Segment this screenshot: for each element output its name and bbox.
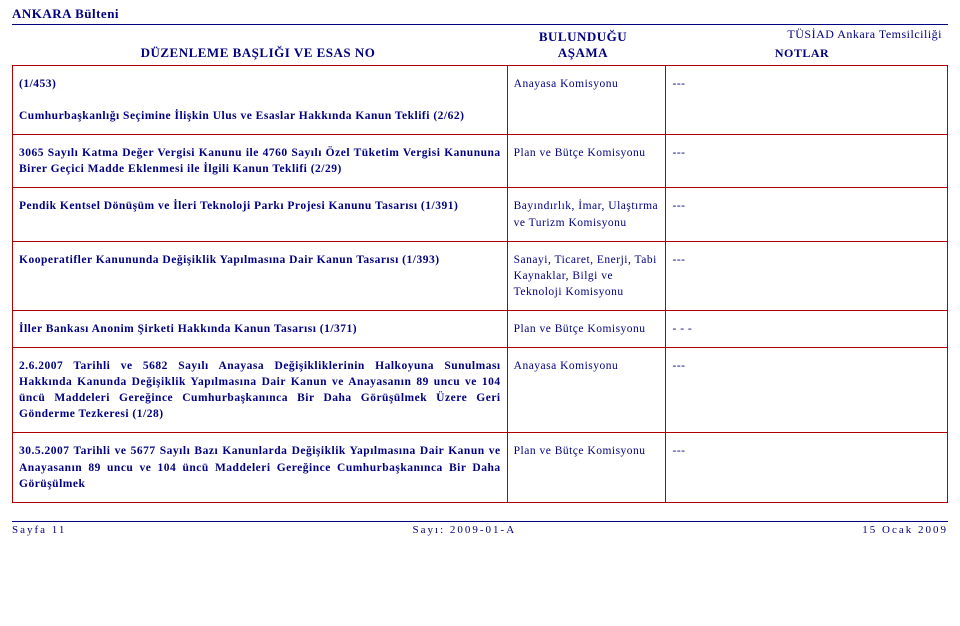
header-col2-line2: AŞAMA bbox=[558, 45, 608, 60]
column-header-row: DÜZENLEME BAŞLIĞI VE ESAS NO BULUNDUĞU A… bbox=[12, 27, 948, 61]
regulation-title: 30.5.2007 Tarihli ve 5677 Sayılı Bazı Ka… bbox=[13, 433, 508, 502]
notes-cell: --- bbox=[666, 188, 948, 241]
header-right-org: TÜSİAD Ankara Temsilciliği bbox=[662, 27, 942, 42]
regulation-title: 3065 Sayılı Katma Değer Vergisi Kanunu i… bbox=[13, 135, 508, 188]
bulletin-title: ANKARA Bülteni bbox=[12, 6, 948, 25]
header-notes-title: NOTLAR bbox=[662, 46, 942, 61]
page-footer: Sayfa 11 Sayı: 2009-01-A 15 Ocak 2009 bbox=[12, 521, 948, 536]
stage-cell: Anayasa Komisyonu bbox=[507, 66, 666, 135]
stage-cell: Plan ve Bütçe Komisyonu bbox=[507, 135, 666, 188]
regulation-title: Pendik Kentsel Dönüşüm ve İleri Teknoloj… bbox=[13, 188, 508, 241]
notes-cell: --- bbox=[666, 348, 948, 433]
notes-cell: --- bbox=[666, 66, 948, 135]
stage-cell: Plan ve Bütçe Komisyonu bbox=[507, 433, 666, 502]
stage-cell: Bayındırlık, İmar, Ulaştırma ve Turizm K… bbox=[507, 188, 666, 241]
stage-cell: Plan ve Bütçe Komisyonu bbox=[507, 310, 666, 347]
footer-date: 15 Ocak 2009 bbox=[862, 524, 948, 536]
regulations-table: (1/453) Cumhurbaşkanlığı Seçimine İlişki… bbox=[12, 65, 948, 503]
stage-cell: Sanayi, Ticaret, Enerji, Tabi Kaynaklar,… bbox=[507, 241, 666, 310]
header-col3: TÜSİAD Ankara Temsilciliği NOTLAR bbox=[662, 27, 942, 61]
table-row: 2.6.2007 Tarihli ve 5682 Sayılı Anayasa … bbox=[13, 348, 948, 433]
footer-page: Sayfa 11 bbox=[12, 524, 66, 536]
header-col2-line1: BULUNDUĞU bbox=[539, 29, 627, 44]
notes-cell: --- bbox=[666, 433, 948, 502]
table-row: İller Bankası Anonim Şirketi Hakkında Ka… bbox=[13, 310, 948, 347]
table-row: Pendik Kentsel Dönüşüm ve İleri Teknoloj… bbox=[13, 188, 948, 241]
notes-cell: --- bbox=[666, 135, 948, 188]
regulation-title: (1/453) Cumhurbaşkanlığı Seçimine İlişki… bbox=[13, 66, 508, 135]
table-row: 3065 Sayılı Katma Değer Vergisi Kanunu i… bbox=[13, 135, 948, 188]
table-row: 30.5.2007 Tarihli ve 5677 Sayılı Bazı Ka… bbox=[13, 433, 948, 502]
notes-cell: - - - bbox=[666, 310, 948, 347]
header-col2: BULUNDUĞU AŞAMA bbox=[504, 29, 662, 61]
notes-cell: --- bbox=[666, 241, 948, 310]
header-col1: DÜZENLEME BAŞLIĞI VE ESAS NO bbox=[12, 45, 504, 61]
footer-issue: Sayı: 2009-01-A bbox=[413, 524, 517, 536]
regulation-title: İller Bankası Anonim Şirketi Hakkında Ka… bbox=[13, 310, 508, 347]
table-row: (1/453) Cumhurbaşkanlığı Seçimine İlişki… bbox=[13, 66, 948, 135]
stage-cell: Anayasa Komisyonu bbox=[507, 348, 666, 433]
table-row: Kooperatifler Kanununda Değişiklik Yapıl… bbox=[13, 241, 948, 310]
regulation-title: Kooperatifler Kanununda Değişiklik Yapıl… bbox=[13, 241, 508, 310]
regulation-title: 2.6.2007 Tarihli ve 5682 Sayılı Anayasa … bbox=[13, 348, 508, 433]
